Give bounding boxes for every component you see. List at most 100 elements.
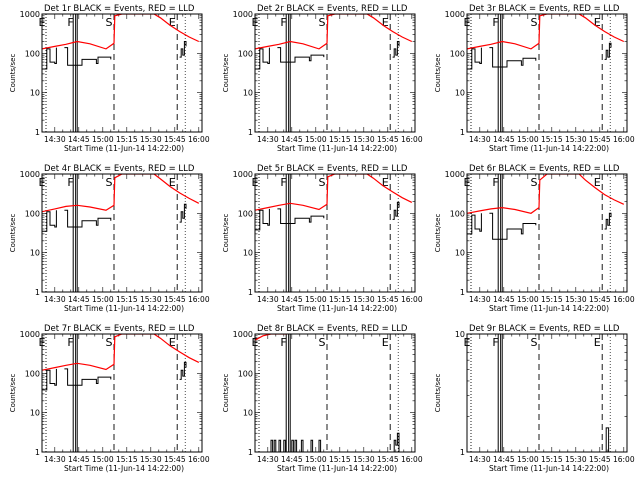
x-tick-label: 15:30 — [353, 295, 375, 304]
y-tick-label: 1 — [35, 448, 40, 457]
y-tick-label: 100 — [25, 369, 40, 378]
chart-title: Det 6r BLACK = Events, RED = LLD — [469, 164, 620, 174]
series-events-line — [392, 201, 400, 220]
series-events-line — [392, 432, 400, 452]
x-tick-label: 14:45 — [281, 455, 303, 464]
y-tick-label: 10 — [30, 89, 40, 98]
marker-label-s: S — [106, 336, 113, 349]
x-tick-label: 15:45 — [589, 295, 611, 304]
x-tick-label: 14:45 — [68, 455, 90, 464]
series-group — [255, 174, 413, 231]
x-axis-label: Start Time (11-Jun-14 14:22:00) — [277, 304, 397, 313]
series-lld-line — [255, 334, 287, 341]
marker-label-f: F — [280, 16, 286, 29]
series-events-line — [277, 47, 325, 63]
chart-title: Det 2r BLACK = Events, RED = LLD — [257, 4, 408, 14]
marker-label-e: E — [169, 176, 176, 189]
y-tick-label: 1 — [460, 448, 465, 457]
chart-title: Det 9r BLACK = Events, RED = LLD — [469, 324, 620, 334]
y-axis-label: Counts/sec — [434, 54, 442, 93]
y-tick-label: 100 — [25, 209, 40, 218]
series-events-line — [64, 368, 112, 386]
y-axis-label: Counts/sec — [9, 54, 17, 93]
x-tick-label: 16:00 — [401, 135, 423, 144]
x-tick-label: 15:15 — [329, 295, 351, 304]
series-events-line — [42, 210, 57, 232]
marker-label-f: F — [67, 176, 73, 189]
y-tick-label: 1 — [35, 128, 40, 137]
x-tick-label: 15:30 — [353, 135, 375, 144]
detector-panel-6: Det 6r BLACK = Events, RED = LLD 1 10 100 10… — [434, 164, 635, 313]
x-tick-label: 14:30 — [44, 135, 66, 144]
y-tick-label: 10 — [455, 89, 465, 98]
series-events-line — [604, 212, 612, 230]
y-tick-label: 100 — [238, 209, 253, 218]
series-lld-line — [42, 14, 200, 50]
x-tick-label: 15:15 — [329, 135, 351, 144]
x-tick-label: 14:30 — [257, 135, 279, 144]
detector-panel-5: Det 5r BLACK = Events, RED = LLD 1 10 100 10… — [222, 164, 423, 313]
detector-panel-3: Det 3r BLACK = Events, RED = LLD 1 10 100 10… — [434, 4, 635, 153]
detector-panel-4: Det 4r BLACK = Events, RED = LLD 1 10 100 10… — [9, 164, 210, 313]
plot-frame — [466, 13, 628, 133]
chart-title: Det 4r BLACK = Events, RED = LLD — [44, 164, 195, 174]
series-events-line — [467, 213, 482, 235]
x-tick-label: 16:00 — [188, 455, 210, 464]
x-tick-label: 14:30 — [469, 455, 491, 464]
y-tick-label: 100 — [238, 49, 253, 58]
y-tick-label: 1 — [248, 128, 253, 137]
y-tick-label: 1 — [248, 288, 253, 297]
x-tick-label: 15:00 — [92, 455, 114, 464]
x-tick-label: 14:45 — [493, 135, 515, 144]
marker-label-f: F — [492, 336, 498, 349]
x-tick-label: 15:30 — [353, 455, 375, 464]
marker-label-f: F — [492, 16, 498, 29]
series-group — [42, 334, 200, 391]
y-tick-label: 10 — [30, 249, 40, 258]
x-tick-label: 15:45 — [377, 135, 399, 144]
marker-label-f: F — [67, 16, 73, 29]
x-tick-label: 15:45 — [589, 135, 611, 144]
y-tick-label: 1000 — [233, 10, 253, 19]
detector-panel-9: Det 9r BLACK = Events, RED = LLD 1 10 14:30… — [434, 324, 635, 473]
plot-frame — [41, 333, 203, 453]
series-group — [604, 427, 610, 452]
detector-panel-8: Det 8r BLACK = Events, RED = LLD 1 10 100 10… — [222, 324, 423, 473]
series-group — [42, 14, 200, 70]
chart-title: Det 1r BLACK = Events, RED = LLD — [44, 4, 195, 14]
chart-title: Det 7r BLACK = Events, RED = LLD — [44, 324, 195, 334]
x-tick-label: 15:00 — [517, 135, 539, 144]
x-tick-label: 15:15 — [541, 295, 563, 304]
x-tick-label: 15:00 — [517, 455, 539, 464]
detector-panel-1: Det 1r BLACK = Events, RED = LLD 1 10 100 10… — [9, 4, 210, 153]
y-tick-label: 1000 — [20, 330, 40, 339]
x-tick-label: 16:00 — [613, 455, 635, 464]
y-axis-label: Counts/sec — [434, 214, 442, 253]
marker-label-f: F — [492, 176, 498, 189]
y-tick-label: 100 — [25, 49, 40, 58]
x-tick-label: 15:45 — [164, 135, 186, 144]
x-tick-label: 15:45 — [164, 295, 186, 304]
series-events-line — [270, 439, 322, 452]
series-group — [42, 174, 200, 232]
x-tick-label: 15:30 — [140, 455, 162, 464]
x-tick-label: 16:00 — [401, 295, 423, 304]
x-tick-label: 15:00 — [517, 295, 539, 304]
x-tick-label: 14:45 — [281, 135, 303, 144]
series-events-line — [64, 47, 112, 66]
y-tick-label: 1 — [460, 128, 465, 137]
y-tick-label: 1000 — [20, 170, 40, 179]
y-tick-label: 100 — [450, 49, 465, 58]
series-events-line — [179, 361, 187, 380]
x-tick-label: 15:00 — [305, 135, 327, 144]
plot-frame — [466, 173, 628, 293]
y-tick-label: 1000 — [445, 170, 465, 179]
x-axis-label: Start Time (11-Jun-14 14:22:00) — [489, 464, 609, 473]
series-events-line — [255, 208, 270, 231]
x-tick-label: 15:45 — [589, 455, 611, 464]
x-axis-label: Start Time (11-Jun-14 14:22:00) — [277, 144, 397, 153]
x-tick-label: 15:45 — [377, 455, 399, 464]
series-events-line — [42, 47, 57, 70]
series-events-line — [42, 368, 57, 391]
marker-label-f: F — [67, 336, 73, 349]
